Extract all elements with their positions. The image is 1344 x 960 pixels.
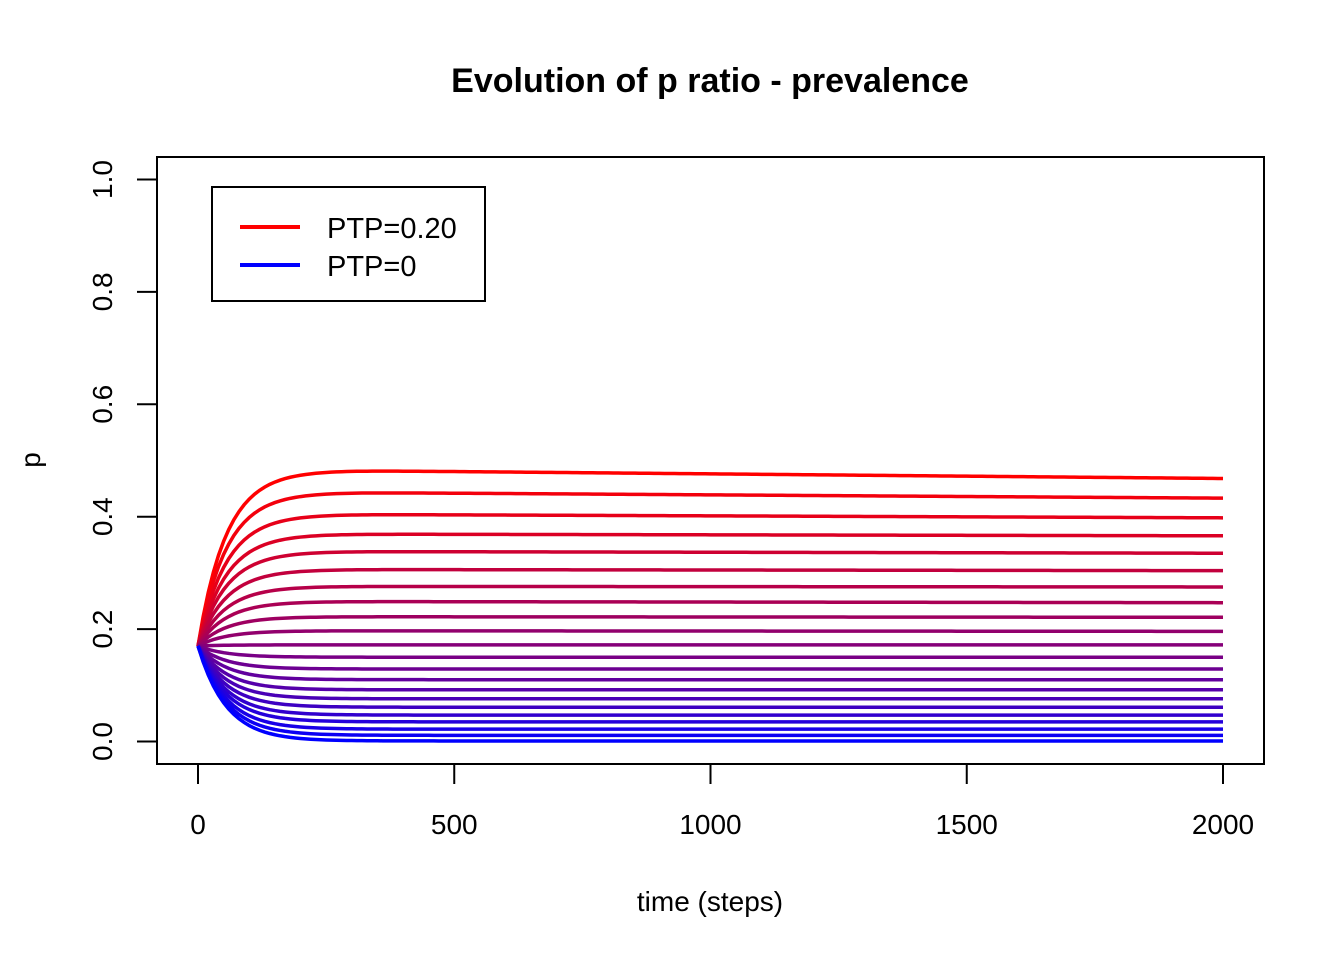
series-line <box>196 644 1223 682</box>
series-line <box>196 549 1224 647</box>
x-tick-label: 2000 <box>1192 809 1254 840</box>
series-line <box>196 512 1224 647</box>
x-tick-label: 500 <box>431 809 478 840</box>
legend-label-ptp-0.20: PTP=0.20 <box>327 213 457 245</box>
legend-label-ptp-0: PTP=0 <box>327 251 416 283</box>
series-line <box>196 645 1223 709</box>
x-tick-label: 1500 <box>936 809 998 840</box>
series-line <box>196 615 1223 648</box>
x-tick-label: 0 <box>190 809 206 840</box>
series-layer <box>196 469 1224 743</box>
y-tick-label: 0.4 <box>87 497 118 536</box>
y-axis: 0.0 0.2 0.4 0.6 0.8 1.0 <box>87 160 158 761</box>
series-line <box>196 491 1224 647</box>
series-line <box>196 532 1224 647</box>
series-line <box>196 645 1223 743</box>
series-line <box>196 599 1224 647</box>
y-tick-label: 0.6 <box>87 385 118 424</box>
series-line <box>196 584 1223 647</box>
y-axis-label: p <box>15 452 46 468</box>
y-tick-label: 1.0 <box>87 160 118 199</box>
series-line <box>196 645 1223 717</box>
series-line <box>196 645 1223 731</box>
series-line <box>197 643 1223 648</box>
x-tick-label: 1000 <box>679 809 741 840</box>
series-line <box>197 629 1223 648</box>
series-line <box>196 645 1223 724</box>
y-tick-label: 0.0 <box>87 722 118 761</box>
series-line <box>196 644 1223 692</box>
series-line <box>196 645 1223 701</box>
legend: PTP=0.20 PTP=0 <box>211 186 486 302</box>
series-line <box>196 645 1223 738</box>
legend-box <box>211 186 486 302</box>
x-axis: 0 500 1000 1500 2000 <box>190 763 1254 840</box>
series-line <box>196 469 1224 647</box>
series-line <box>196 644 1223 671</box>
y-tick-label: 0.8 <box>87 272 118 311</box>
chart-title: Evolution of p ratio - prevalence <box>451 62 969 100</box>
x-axis-label: time (steps) <box>637 886 783 917</box>
y-tick-label: 0.2 <box>87 610 118 649</box>
series-line <box>196 567 1224 647</box>
series-line <box>197 644 1223 659</box>
